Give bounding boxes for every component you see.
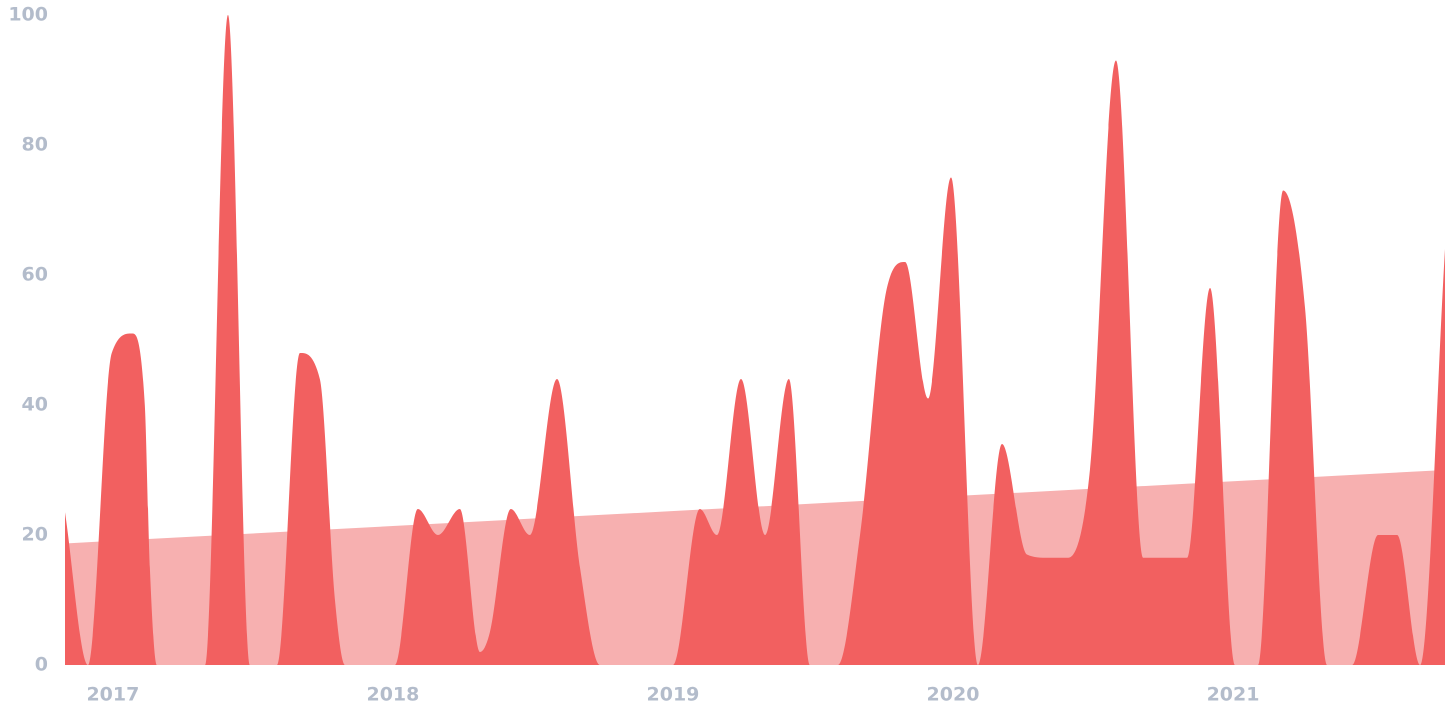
x-tick-label: 2017 bbox=[86, 684, 139, 706]
x-tick-label: 2018 bbox=[366, 684, 419, 706]
y-tick-label: 40 bbox=[22, 394, 48, 416]
y-tick-label: 60 bbox=[22, 264, 48, 286]
area bbox=[65, 15, 1445, 665]
y-tick-label: 100 bbox=[8, 4, 48, 26]
y-tick-label: 0 bbox=[35, 654, 48, 676]
y-tick-label: 20 bbox=[22, 524, 48, 546]
y-tick-label: 80 bbox=[22, 134, 48, 156]
x-tick-label: 2020 bbox=[927, 684, 980, 706]
x-tick-label: 2021 bbox=[1207, 684, 1260, 706]
x-tick-label: 2019 bbox=[647, 684, 700, 706]
